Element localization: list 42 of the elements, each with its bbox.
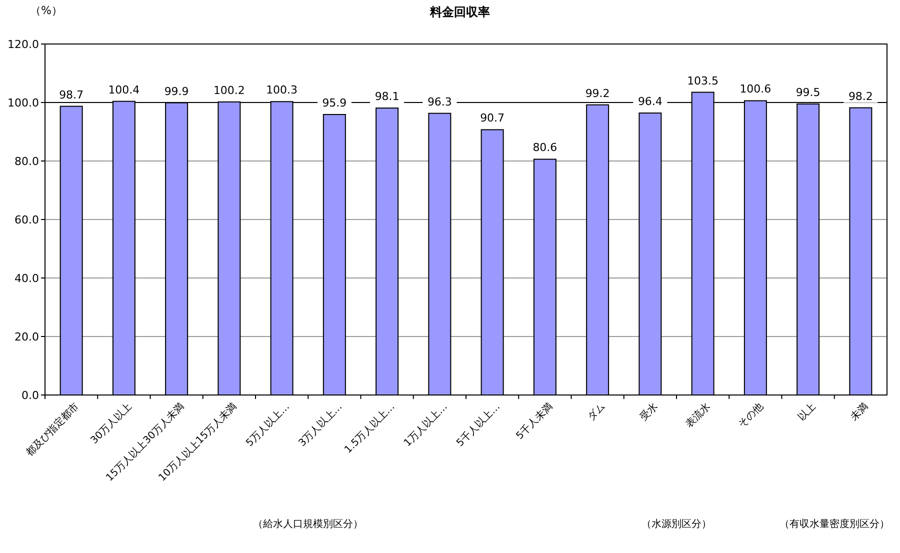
x-tick-label: ダム (585, 400, 608, 424)
data-label: 96.3 (427, 95, 452, 108)
data-label: 80.6 (532, 141, 558, 154)
chart-title: 料金回収率 (429, 5, 490, 19)
data-label: 96.4 (638, 95, 662, 108)
data-label: 100.4 (108, 83, 140, 96)
data-label: 99.2 (585, 86, 610, 100)
data-label: 90.7 (480, 112, 505, 125)
y-tick-label: 60.0 (14, 214, 39, 226)
y-tick-label: 100.0 (8, 96, 39, 110)
data-label: 98.1 (374, 90, 400, 104)
x-tick-label: 都及び指定都市 (23, 400, 82, 459)
y-tick-label: 80.0 (14, 155, 39, 168)
data-label: 100.6 (740, 82, 772, 96)
x-tick-label: 未満 (848, 400, 871, 424)
x-tick-label: 以上 (796, 400, 818, 424)
data-label: 103.5 (687, 74, 719, 88)
x-tick-label: 3万人以上… (296, 400, 345, 449)
x-tick-label: 5万人以上… (244, 400, 292, 449)
text: （有収水量密度別区分） (779, 518, 890, 530)
x-tick-label: 5千人以上… (454, 400, 502, 449)
text: （水源別区分） (642, 518, 712, 530)
text: （給水人口規模別区分） (253, 518, 364, 530)
data-label: 100.3 (266, 84, 298, 97)
data-label: 98.2 (848, 90, 873, 103)
data-label: 100.2 (213, 84, 245, 97)
y-axis-title: （%） (30, 4, 62, 17)
y-tick-label: 120.0 (8, 38, 39, 51)
x-tick-label: 1.5万人以上… (342, 400, 398, 456)
y-tick-label: 0.0 (22, 389, 39, 402)
y-tick-label: 20.0 (14, 330, 39, 344)
data-label: 99.5 (796, 86, 820, 99)
data-label: 98.7 (59, 88, 84, 102)
x-tick-label: 表流水 (683, 400, 713, 430)
x-tick-label: 受水 (638, 400, 660, 424)
data-label: 95.9 (322, 96, 347, 110)
data-label: 99.9 (164, 84, 189, 98)
x-tick-label: 5千人未満 (514, 400, 556, 442)
x-tick-label: その他 (736, 400, 766, 430)
x-tick-label: 1万人以上… (401, 400, 450, 449)
x-tick-label: 30万人以上 (88, 400, 134, 446)
y-tick-label: 40.0 (14, 272, 39, 285)
